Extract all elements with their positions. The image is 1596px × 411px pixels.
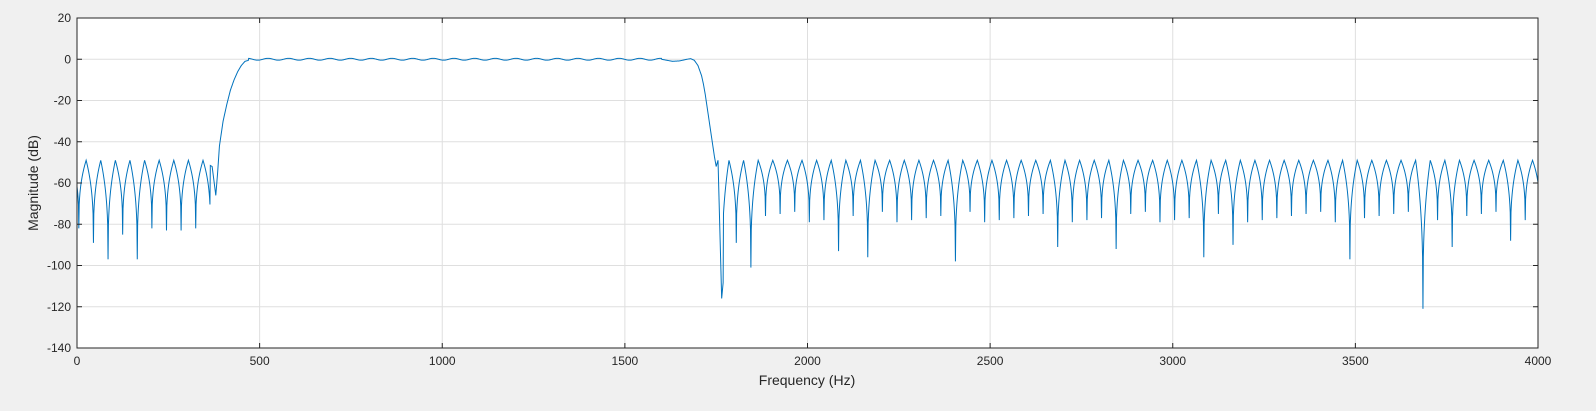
x-tick-label: 2500 (977, 354, 1004, 368)
x-tick-label: 0 (74, 354, 81, 368)
y-tick-label: -20 (54, 94, 72, 108)
y-tick-label: -100 (47, 259, 71, 273)
y-tick-label: -40 (54, 135, 72, 149)
magnitude-series-line (76, 57, 1539, 309)
tick-marks (76, 17, 1539, 349)
plot-line-group (76, 57, 1539, 309)
y-tick-label: 20 (58, 11, 72, 25)
y-tick-label: -60 (54, 176, 72, 190)
x-tick-label: 2000 (794, 354, 821, 368)
x-tick-label: 1500 (612, 354, 639, 368)
y-tick-label: -80 (54, 217, 72, 231)
y-tick-label: -140 (47, 341, 71, 355)
x-tick-label: 1000 (429, 354, 456, 368)
x-tick-labels: 0 500 1000 1500 2000 2500 3000 3500 4000 (74, 354, 1552, 368)
x-tick-label: 500 (250, 354, 270, 368)
y-tick-label: 0 (64, 52, 71, 66)
x-tick-label: 3500 (1342, 354, 1369, 368)
x-axis-label: Frequency (Hz) (759, 372, 855, 388)
y-tick-labels: -140 -120 -100 -80 -60 -40 -20 0 20 (47, 11, 71, 355)
x-tick-label: 4000 (1525, 354, 1552, 368)
y-axis-label: Magnitude (dB) (25, 135, 41, 231)
y-tick-label: -120 (47, 300, 71, 314)
x-tick-label: 3000 (1159, 354, 1186, 368)
